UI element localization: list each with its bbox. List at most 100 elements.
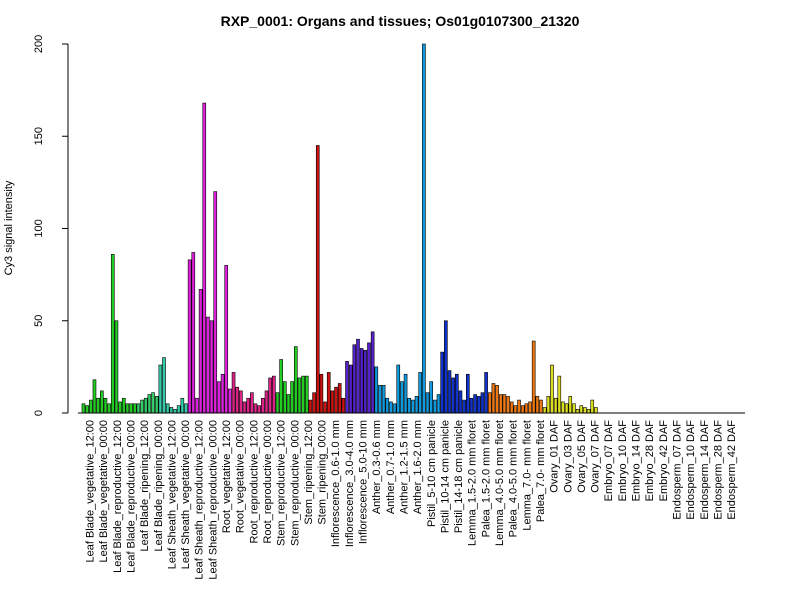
y-axis: 0 50 100 150 200 [33,35,69,416]
x-tick-label: Root_vegetative_00:00 [235,420,247,533]
bar [235,386,240,414]
bar [575,409,580,414]
bar [319,373,324,414]
bar [220,373,225,414]
bar [359,348,364,414]
bar [129,403,133,414]
x-tick-label: Inflorescence_0.6-1.0 mm [330,420,342,547]
bar [513,405,518,414]
y-tick-label: 200 [33,35,45,53]
bar [418,372,423,414]
y-tick-label: 50 [33,315,45,327]
bar [213,191,218,414]
bar [191,252,196,414]
bar [414,396,419,414]
bar [312,392,316,414]
bar [392,403,397,414]
x-tick-label: Stem_reproductive_00:00 [289,420,301,546]
x-tick-label: Leaf Sheath_vegetative_00:00 [180,420,192,569]
bar [367,342,371,414]
bar [81,403,86,414]
bar [517,399,521,414]
x-tick-label: Leaf Blade_vegetative_00:00 [98,420,110,563]
bar [480,392,485,414]
bar [297,377,302,414]
x-tick-label: Pistil_10-14 cm panicle [439,420,451,533]
bar [176,405,181,414]
bar [323,401,327,414]
bar [114,320,119,414]
bar [345,361,349,414]
x-tick-label: Leaf Sheath_reproductive_12:00 [194,420,206,580]
bar [586,409,591,414]
bar [217,381,221,414]
y-axis-label: Cy3 signal intensity [3,180,15,275]
bar [162,357,166,414]
x-tick-label: Leaf Blade_ripening_12:00 [139,420,151,552]
bar [381,385,386,414]
bar [125,403,130,414]
x-tick-label: Anther_0.7-1.0 mm [385,420,397,514]
bar [286,394,291,414]
bar [509,401,514,414]
bar [140,399,144,414]
bar [187,259,192,414]
x-tick-label: Inflorescence_5.0-10 mm [358,420,370,544]
x-tick-label: Leaf Blade_ripening_00:00 [153,420,165,552]
bar [279,359,283,414]
bar [506,396,510,414]
bar [308,399,313,414]
bar [403,373,408,414]
bar [487,392,492,414]
bar [250,392,254,414]
bar [100,390,104,414]
bar [242,401,247,414]
x-tick-label: Lemma_1.5-2.0 mm floret [467,420,479,546]
bar [433,399,437,414]
x-tick-label: Leaf Blade_vegetative_12:00 [85,420,97,563]
x-tick-label: Leaf Blade_reproductive_00:00 [125,420,137,573]
bar [473,394,477,414]
bar [147,394,152,414]
bar [436,394,441,414]
bar [341,397,346,414]
bar [550,364,554,414]
x-tick-label: Endosperm_14 DAF [699,420,711,520]
x-tick-label: Ovary_07 DAF [590,420,602,493]
bar [411,399,415,414]
x-tick-label: Pistil_5-10 cm panicle [426,420,438,527]
bar [228,388,232,414]
bar [385,397,390,414]
y-tick-label: 150 [33,127,45,145]
bar [407,397,412,414]
bar [165,403,170,414]
x-tick-label: Leaf Sheath_vegetative_12:00 [166,420,178,569]
bar [253,403,258,414]
bar [293,346,298,414]
bar [334,386,338,414]
bar [495,385,499,414]
bar [184,403,188,414]
bar [268,377,272,414]
bar [422,43,426,414]
bar [209,320,214,414]
bar [224,265,229,414]
x-tick-label: Anther_0.3-0.6 mm [371,420,383,514]
bar [261,397,265,414]
bar [330,390,335,414]
x-tick-label: Endosperm_07 DAF [671,420,683,520]
bar [469,397,474,414]
bar [444,320,448,414]
bar [121,397,126,414]
bar [553,397,558,414]
bar [202,102,207,414]
x-tick-label: Stem_reproductive_12:00 [276,420,288,546]
bar [568,396,573,414]
bar [572,403,576,414]
bar [151,392,155,414]
bars-group [81,43,598,414]
bar [154,396,159,414]
x-tick-label: Embryo_10 DAF [617,420,629,502]
bar [535,396,540,414]
bar [272,375,276,414]
